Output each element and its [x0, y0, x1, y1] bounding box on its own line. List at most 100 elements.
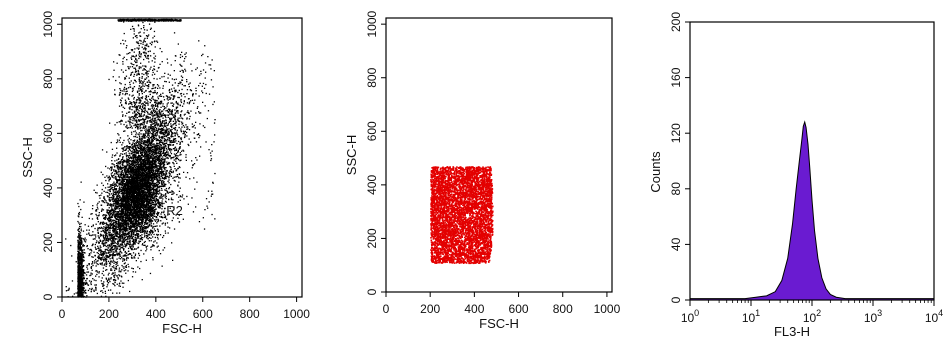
data-point — [104, 218, 106, 220]
data-point — [171, 135, 173, 137]
data-point — [109, 225, 111, 227]
data-point — [112, 253, 114, 255]
data-point — [155, 150, 157, 152]
data-point — [178, 159, 180, 161]
data-point — [169, 118, 171, 120]
data-point — [126, 188, 128, 190]
data-point — [151, 213, 153, 215]
data-point — [148, 191, 150, 194]
data-point — [186, 128, 188, 130]
data-point — [90, 289, 93, 291]
data-point — [174, 168, 176, 170]
data-point — [131, 276, 134, 278]
data-point — [156, 105, 158, 107]
data-point — [75, 292, 77, 294]
data-point — [107, 239, 109, 242]
data-point — [124, 266, 126, 268]
data-point — [108, 215, 111, 217]
data-point — [159, 125, 161, 127]
data-point — [137, 232, 139, 235]
data-point — [152, 186, 154, 188]
data-point — [135, 179, 137, 181]
data-point — [178, 136, 180, 138]
data-point — [104, 214, 106, 216]
data-point — [180, 75, 183, 77]
data-point — [170, 183, 172, 186]
data-point — [153, 143, 155, 145]
data-point — [102, 251, 105, 253]
data-point — [118, 203, 120, 205]
data-point — [138, 126, 140, 128]
data-point — [150, 150, 152, 152]
data-point — [104, 228, 107, 230]
data-point — [138, 254, 141, 257]
data-point — [143, 233, 146, 235]
data-point — [170, 166, 172, 169]
data-point — [124, 250, 126, 253]
data-point — [139, 128, 141, 130]
data-point — [159, 140, 161, 142]
data-point — [121, 235, 124, 237]
data-point — [129, 229, 132, 231]
data-point — [118, 271, 120, 273]
data-point — [104, 248, 106, 251]
data-point — [167, 157, 169, 159]
data-point — [137, 266, 139, 268]
data-point — [166, 192, 168, 194]
data-point — [128, 233, 130, 236]
data-point — [88, 263, 90, 265]
data-point — [152, 175, 154, 177]
data-point — [116, 238, 118, 240]
data-point — [102, 234, 104, 236]
data-point — [132, 140, 134, 142]
data-point — [151, 156, 153, 158]
data-point — [151, 245, 153, 248]
data-point — [139, 156, 141, 158]
data-point — [121, 183, 123, 185]
fsc-ssc-dot-plot: 0 200 400 600 800 100002004006008001000FSC-HS… — [20, 11, 310, 336]
data-point — [111, 209, 113, 211]
data-point — [142, 230, 144, 232]
data-point — [112, 234, 114, 236]
data-point — [122, 236, 124, 238]
data-point — [114, 272, 116, 274]
data-point — [168, 133, 170, 135]
data-point — [162, 163, 164, 165]
data-point — [146, 248, 148, 250]
data-point — [111, 215, 113, 217]
data-point — [151, 200, 154, 202]
data-point — [135, 153, 137, 155]
data-point — [106, 227, 108, 229]
data-point — [165, 135, 167, 137]
data-point — [148, 149, 150, 151]
data-point — [119, 285, 121, 287]
data-point — [129, 253, 131, 255]
data-point — [144, 166, 146, 169]
data-point — [163, 178, 165, 180]
data-point — [151, 177, 153, 179]
data-point — [88, 233, 90, 235]
data-point — [155, 121, 158, 123]
data-point — [90, 280, 92, 283]
data-point — [141, 106, 144, 108]
data-point — [91, 218, 94, 220]
data-point — [163, 181, 165, 183]
data-point — [123, 254, 125, 256]
data-point — [134, 192, 137, 194]
data-point — [160, 141, 162, 143]
data-point — [174, 82, 176, 84]
data-point — [119, 234, 121, 236]
data-point — [80, 230, 82, 232]
data-point — [159, 119, 161, 121]
data-point — [152, 174, 154, 176]
data-point — [87, 248, 89, 250]
data-point — [202, 92, 204, 94]
data-point — [112, 227, 114, 229]
data-point — [143, 190, 145, 192]
scatter-points — [65, 18, 216, 298]
data-point — [161, 203, 164, 205]
data-point — [151, 118, 153, 120]
data-point — [174, 146, 177, 148]
data-point — [155, 99, 157, 101]
data-point — [138, 144, 140, 146]
